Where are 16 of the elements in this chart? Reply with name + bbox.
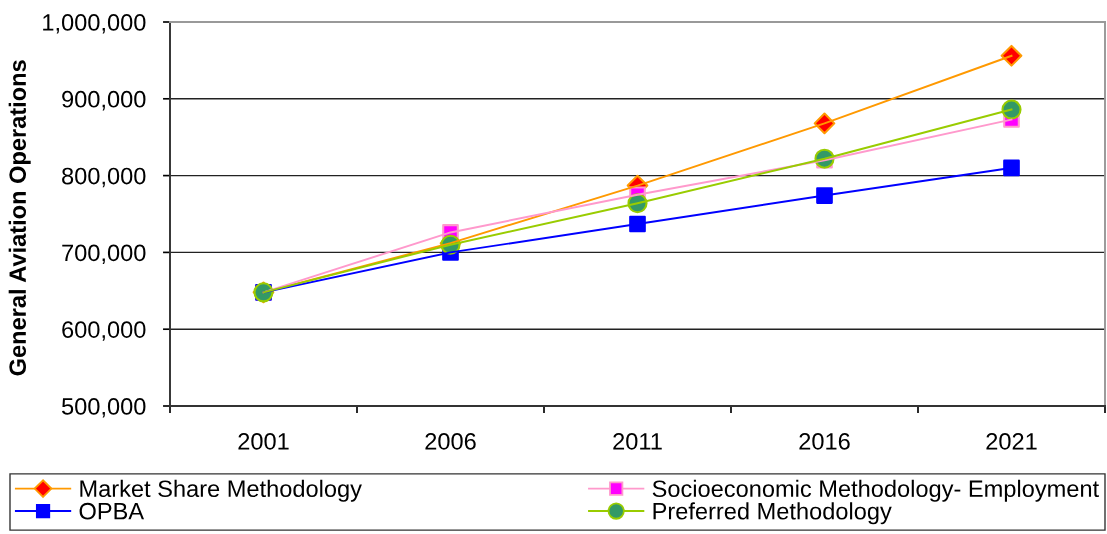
y-tick-label: 1,000,000: [43, 14, 146, 34]
x-tick-label: 2016: [799, 433, 850, 450]
x-tick-label: 2001: [238, 433, 289, 450]
x-tick-label: 2006: [425, 433, 476, 450]
y-axis-title: General Aviation Operations: [8, 60, 31, 376]
legend-label: Socioeconomic Methodology- Employment: [652, 479, 1099, 502]
y-tick-label: 700,000: [62, 244, 146, 264]
x-tick-label: 2011: [613, 433, 662, 450]
legend-label: Preferred Methodology: [653, 502, 892, 525]
y-tick-label: 900,000: [62, 90, 146, 111]
y-tick-label: 500,000: [61, 398, 146, 418]
x-tick-label: 2021: [986, 433, 1037, 450]
legend-label: Market Share Methodology: [80, 479, 362, 502]
y-tick-label: 800,000: [62, 167, 146, 188]
legend-label: OPBA: [79, 502, 145, 520]
y-tick-label: 600,000: [62, 321, 146, 341]
